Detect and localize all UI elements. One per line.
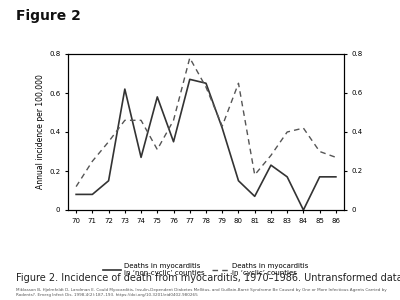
Text: Figure 2. Incidence of death from myocarditis, 1970–1986. Untransformed data.: Figure 2. Incidence of death from myocar… [16,273,400,283]
Y-axis label: Annual incidence per 100,000: Annual incidence per 100,000 [36,75,45,189]
Text: Figure 2: Figure 2 [16,9,81,23]
Legend: Deaths in myocarditis
in ‘non-cyclic’ counties, Deaths in myocarditis
in ‘cyclic: Deaths in myocarditis in ‘non-cyclic’ co… [100,260,312,279]
Text: Miklasson B, Hjelmfeldt D, Landman E. Could Myocarditis, Insulin-Dependent Diabe: Miklasson B, Hjelmfeldt D, Landman E. Co… [16,288,387,297]
